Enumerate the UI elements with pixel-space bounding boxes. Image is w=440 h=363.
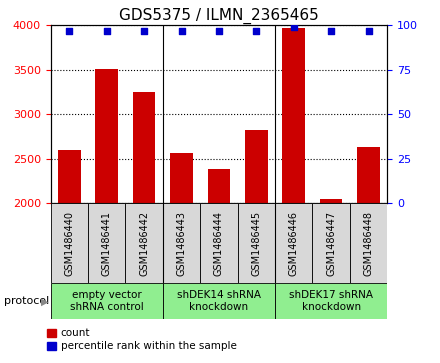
Legend: count, percentile rank within the sample: count, percentile rank within the sample — [47, 328, 236, 351]
Text: GSM1486444: GSM1486444 — [214, 211, 224, 276]
Point — [327, 28, 335, 34]
FancyBboxPatch shape — [88, 203, 125, 283]
FancyBboxPatch shape — [163, 283, 275, 319]
FancyBboxPatch shape — [350, 203, 387, 283]
Point — [216, 28, 223, 34]
Point — [253, 28, 260, 34]
Text: GSM1486448: GSM1486448 — [363, 211, 374, 276]
Text: GSM1486446: GSM1486446 — [289, 211, 299, 276]
FancyBboxPatch shape — [312, 203, 350, 283]
Title: GDS5375 / ILMN_2365465: GDS5375 / ILMN_2365465 — [119, 8, 319, 24]
Text: ▶: ▶ — [40, 296, 48, 306]
FancyBboxPatch shape — [125, 203, 163, 283]
Text: GSM1486441: GSM1486441 — [102, 211, 112, 276]
Text: GSM1486445: GSM1486445 — [251, 211, 261, 276]
FancyBboxPatch shape — [200, 203, 238, 283]
Text: GSM1486440: GSM1486440 — [64, 211, 74, 276]
Text: GSM1486442: GSM1486442 — [139, 211, 149, 276]
FancyBboxPatch shape — [275, 203, 312, 283]
FancyBboxPatch shape — [275, 283, 387, 319]
Point — [103, 28, 110, 34]
Bar — [245, 130, 268, 363]
Bar — [133, 92, 155, 363]
Bar — [58, 150, 81, 363]
Text: protocol: protocol — [4, 296, 50, 306]
Point — [141, 28, 148, 34]
Text: GSM1486443: GSM1486443 — [176, 211, 187, 276]
FancyBboxPatch shape — [163, 203, 200, 283]
Text: GSM1486447: GSM1486447 — [326, 211, 336, 276]
Point — [365, 28, 372, 34]
FancyBboxPatch shape — [238, 203, 275, 283]
FancyBboxPatch shape — [51, 203, 88, 283]
Bar — [357, 147, 380, 363]
Text: shDEK17 shRNA
knockdown: shDEK17 shRNA knockdown — [289, 290, 373, 312]
Text: shDEK14 shRNA
knockdown: shDEK14 shRNA knockdown — [177, 290, 261, 312]
Text: empty vector
shRNA control: empty vector shRNA control — [70, 290, 143, 312]
Bar — [95, 69, 118, 363]
Bar — [208, 170, 230, 363]
Bar — [320, 199, 342, 363]
Bar — [170, 152, 193, 363]
Point — [290, 24, 297, 30]
FancyBboxPatch shape — [51, 283, 163, 319]
Point — [178, 28, 185, 34]
Bar — [282, 28, 305, 363]
Point — [66, 28, 73, 34]
